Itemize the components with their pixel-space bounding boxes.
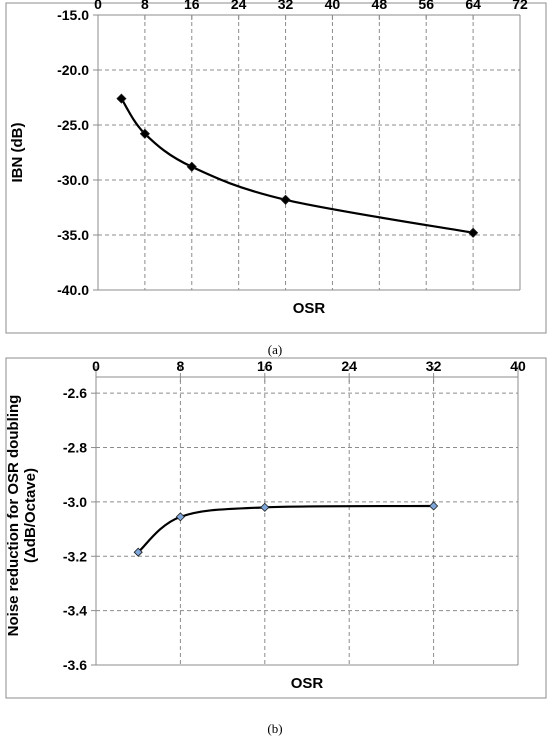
a-y-tick-label: -15.0: [57, 7, 89, 23]
b-x-tick-label: 32: [426, 358, 442, 374]
b-y-tick-label: -3.6: [63, 657, 87, 673]
a-x-tick-label: 24: [231, 0, 247, 12]
b-data-point: [133, 547, 143, 557]
b-y-tick-label: -2.6: [63, 385, 87, 401]
chart-b: 0 8 16 24 32 40 -2.6 -2.8 -3.0 -3.2 -3.4 -3.6 OSR Noi…: [5, 357, 547, 736]
a-y-tick-label: -35.0: [57, 227, 89, 243]
a-x-tick-label: 32: [278, 0, 294, 12]
a-y-tick-label: -20.0: [57, 62, 89, 78]
a-data-point: [468, 227, 479, 238]
a-x-tick-label: 16: [184, 0, 200, 12]
b-x-tick-label: 16: [257, 358, 273, 374]
a-y-axis-title: IBN (dB): [9, 123, 26, 183]
b-x-axis-title: OSR: [291, 675, 324, 692]
b-data-point: [260, 502, 270, 512]
a-chart-frame: [5, 2, 547, 334]
b-data-point: [175, 512, 185, 522]
b-x-tick-label: 8: [177, 358, 185, 374]
a-data-point: [116, 93, 127, 104]
b-y-axis-title: Noise reduction for OSR doubling: [5, 395, 22, 637]
a-x-tick-label: 64: [465, 0, 481, 12]
a-x-axis-title: OSR: [293, 300, 326, 317]
b-chart-frame: [5, 357, 547, 699]
a-y-tick-label: -40.0: [57, 282, 89, 298]
a-data-point: [186, 161, 197, 172]
b-y-tick-label: -3.0: [63, 494, 87, 510]
a-data-point: [280, 194, 291, 205]
chart-a: 0 8 16 24 32 40 48 56 64 72 -15.0 -20.0 -25.0 -30.0 -3…: [5, 0, 547, 357]
a-x-tick-label: 72: [512, 0, 528, 12]
b-y-axis-title: (ΔdB/Octave): [22, 468, 39, 563]
a-y-tick-label: -30.0: [57, 172, 89, 188]
b-x-tick-label: 24: [341, 358, 357, 374]
a-series-line: [120, 97, 474, 234]
b-data-point: [429, 501, 439, 511]
a-x-tick-label: 0: [94, 0, 102, 12]
b-x-tick-label: 40: [510, 358, 526, 374]
b-y-tick-label: -3.2: [63, 548, 87, 564]
b-y-tick-label: -3.4: [63, 603, 87, 619]
a-caption: (a): [268, 342, 282, 357]
b-y-tick-label: -2.8: [63, 440, 87, 456]
a-data-point: [139, 128, 150, 139]
a-x-tick-label: 48: [372, 0, 388, 12]
b-caption: (b): [267, 721, 282, 736]
b-x-tick-label: 0: [92, 358, 100, 374]
a-x-tick-label: 56: [418, 0, 434, 12]
a-x-tick-label: 8: [141, 0, 149, 12]
a-x-tick-label: 40: [325, 0, 341, 12]
b-series-line: [137, 504, 434, 554]
a-y-tick-label: -25.0: [57, 117, 89, 133]
